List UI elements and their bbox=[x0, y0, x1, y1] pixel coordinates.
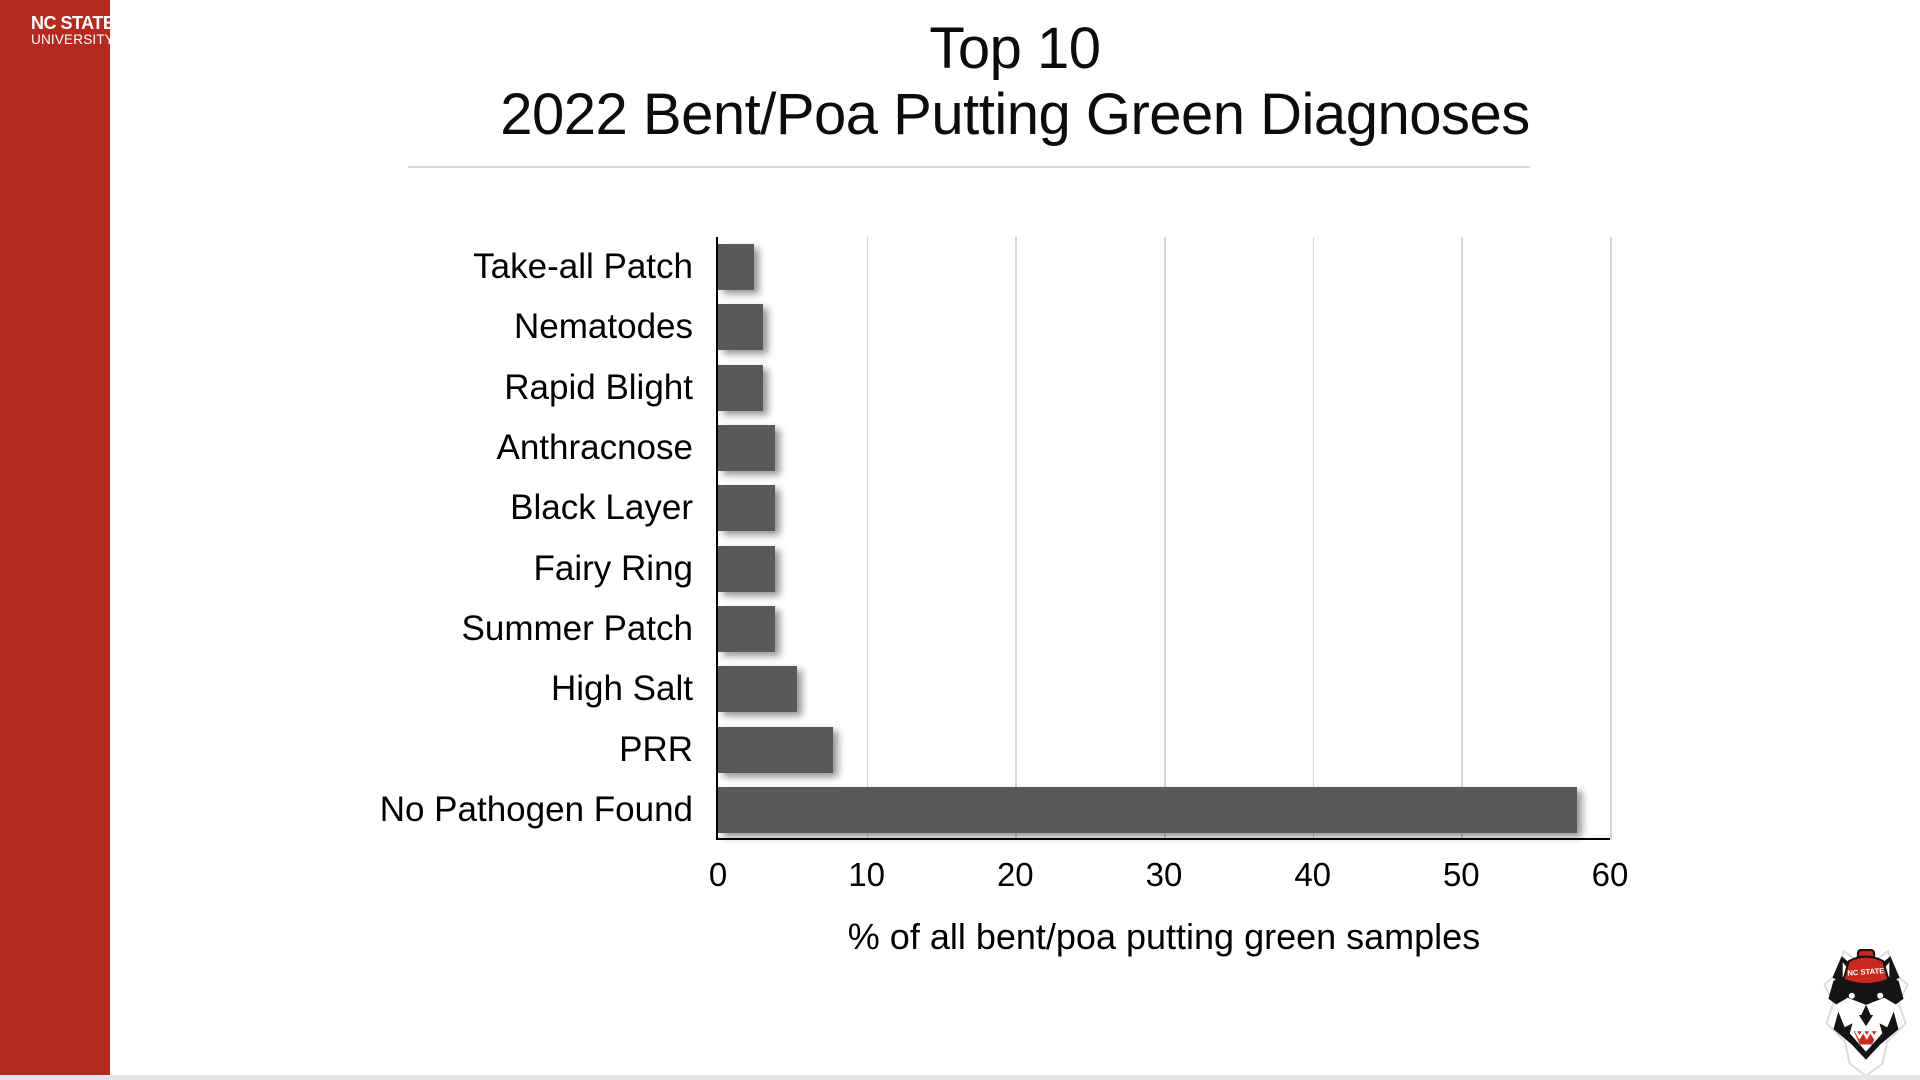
category-label: Take-all Patch bbox=[473, 247, 693, 287]
wolf-hat bbox=[1842, 955, 1890, 986]
category-label: Nematodes bbox=[514, 307, 693, 347]
x-axis-line bbox=[716, 838, 1610, 840]
x-tick-50: 50 bbox=[1442, 856, 1480, 893]
bar-black-layer bbox=[718, 485, 775, 532]
category-label: Fairy Ring bbox=[533, 548, 693, 588]
category-label: Black Layer bbox=[510, 488, 693, 528]
bottom-edge-strip bbox=[0, 1075, 1920, 1080]
bar-take-all-patch bbox=[718, 244, 754, 291]
bar-prr bbox=[718, 726, 833, 773]
gridline-20 bbox=[1015, 237, 1017, 840]
nc-state-sidebar: NC STATE UNIVERSITY bbox=[0, 0, 115, 1080]
category-label: No Pathogen Found bbox=[379, 789, 693, 829]
bar-rapid-blight bbox=[718, 364, 763, 411]
category-label: Summer Patch bbox=[461, 609, 693, 648]
category-label: Rapid Blight bbox=[504, 367, 693, 407]
gridline-30 bbox=[1164, 237, 1166, 840]
x-tick-0: 0 bbox=[708, 856, 728, 893]
bar-summer-patch bbox=[718, 606, 775, 652]
bar-fairy-ring bbox=[718, 545, 775, 592]
nc-state-wordmark: NC STATE UNIVERSITY bbox=[31, 13, 115, 47]
gridline-50 bbox=[1461, 237, 1463, 840]
category-label: Anthracnose bbox=[496, 428, 693, 467]
x-tick-40: 40 bbox=[1294, 856, 1332, 893]
x-tick-60: 60 bbox=[1591, 856, 1629, 893]
wordmark-line1: NC STATE bbox=[31, 13, 115, 33]
bar-nematodes bbox=[718, 304, 763, 351]
category-label: PRR bbox=[619, 729, 693, 769]
category-label: High Salt bbox=[550, 669, 693, 709]
nc-state-wolf-logo: NC STATE bbox=[1823, 948, 1909, 1078]
slide-title-line1: Top 10 bbox=[929, 16, 1101, 81]
x-tick-30: 30 bbox=[1145, 856, 1183, 893]
gridline-60 bbox=[1610, 237, 1612, 840]
gridline-40 bbox=[1312, 237, 1315, 840]
wolf-hat-text: NC STATE bbox=[1847, 966, 1884, 978]
wordmark-line2: UNIVERSITY bbox=[31, 31, 115, 47]
title-divider bbox=[408, 166, 1530, 168]
slide-title-line2: 2022 Bent/Poa Putting Green Diagnoses bbox=[500, 82, 1530, 147]
gridline-10 bbox=[866, 237, 869, 840]
x-tick-10: 10 bbox=[848, 856, 886, 893]
bar-no-pathogen-found bbox=[718, 786, 1578, 833]
x-axis-title: % of all bent/poa putting green samples bbox=[847, 916, 1481, 957]
y-axis-line bbox=[716, 237, 718, 840]
bar-anthracnose bbox=[718, 425, 775, 471]
x-tick-20: 20 bbox=[996, 856, 1034, 893]
slide-title: Top 10 2022 Bent/Poa Putting Green Diagn… bbox=[110, 16, 1920, 148]
bar-high-salt bbox=[718, 666, 797, 713]
